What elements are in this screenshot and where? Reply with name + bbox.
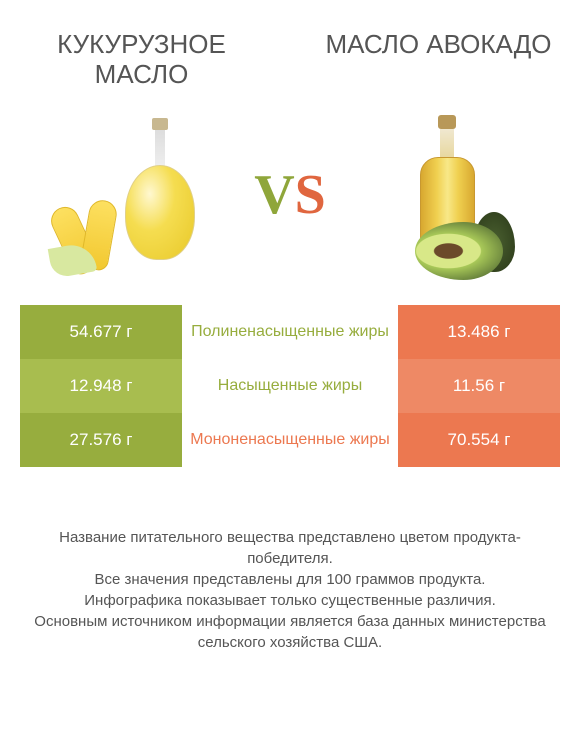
comparison-table: 54.677 гПолиненасыщенные жиры13.486 г12.… <box>20 305 560 467</box>
nutrient-label-cell: Мононенасыщенные жиры <box>182 413 398 467</box>
right-value-cell: 11.56 г <box>398 359 560 413</box>
table-row: 54.677 гПолиненасыщенные жиры13.486 г <box>20 305 560 359</box>
footer-line: Основным источником информации является … <box>30 611 550 653</box>
vs-s-letter: S <box>295 164 326 226</box>
footer-line: Инфографика показывает только существенн… <box>30 590 550 611</box>
right-product-image <box>360 110 530 280</box>
table-row: 12.948 гНасыщенные жиры11.56 г <box>20 359 560 413</box>
corn-oil-icon <box>50 110 220 280</box>
left-value-cell: 54.677 г <box>20 305 182 359</box>
right-title: Масло авокадо <box>317 30 560 90</box>
table-row: 27.576 гМононенасыщенные жиры70.554 г <box>20 413 560 467</box>
nutrient-label-cell: Насыщенные жиры <box>182 359 398 413</box>
images-row: VS <box>20 105 560 285</box>
left-title: Кукурузное масло <box>20 30 263 90</box>
left-value-cell: 12.948 г <box>20 359 182 413</box>
footer-line: Все значения представлены для 100 граммо… <box>30 569 550 590</box>
footer-notes: Название питательного вещества представл… <box>20 527 560 653</box>
vs-v-letter: V <box>254 164 294 226</box>
left-product-image <box>50 110 220 280</box>
vs-badge: VS <box>254 163 326 227</box>
header: Кукурузное масло Масло авокадо <box>20 30 560 90</box>
right-value-cell: 70.554 г <box>398 413 560 467</box>
avocado-oil-icon <box>360 110 530 280</box>
right-value-cell: 13.486 г <box>398 305 560 359</box>
nutrient-label-cell: Полиненасыщенные жиры <box>182 305 398 359</box>
footer-line: Название питательного вещества представл… <box>30 527 550 569</box>
left-value-cell: 27.576 г <box>20 413 182 467</box>
